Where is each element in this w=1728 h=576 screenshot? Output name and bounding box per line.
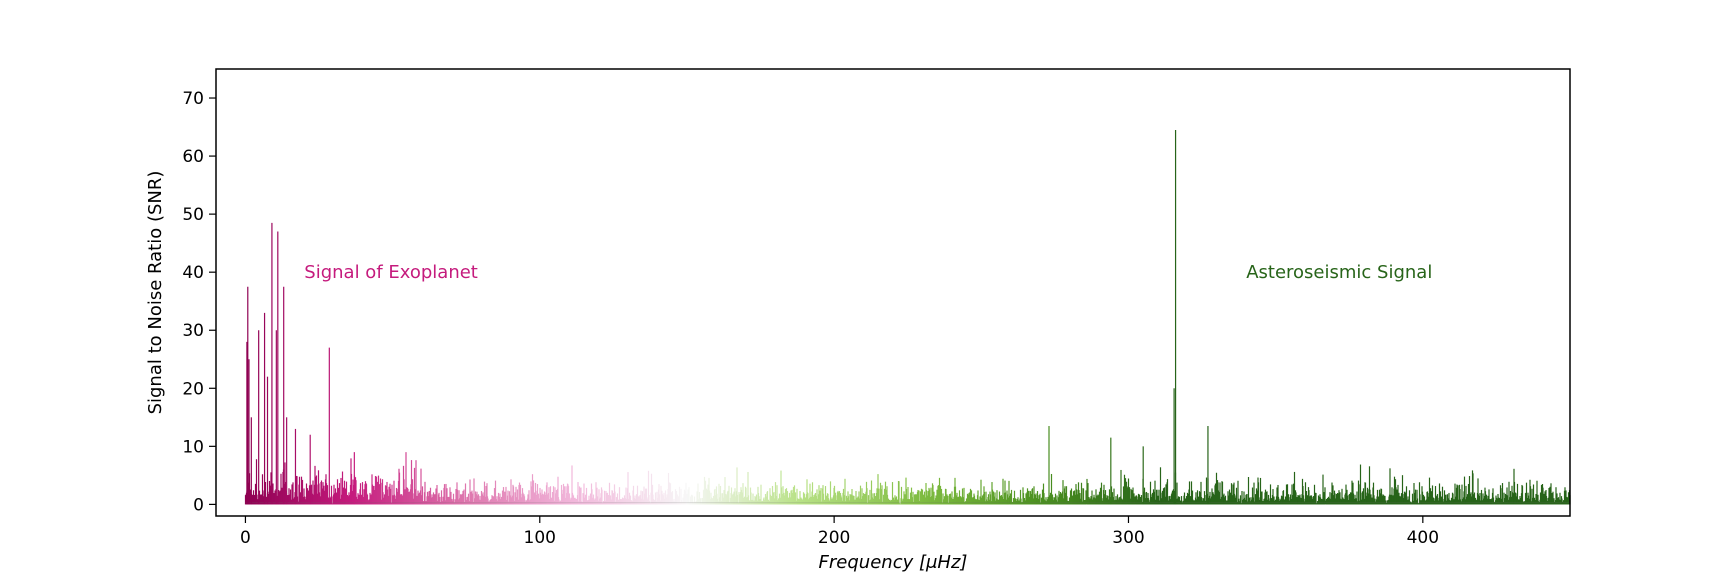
x-tick-label: 100 (524, 528, 556, 548)
x-tick-label: 400 (1407, 528, 1439, 548)
x-tick-label: 200 (818, 528, 850, 548)
y-tick-label: 60 (182, 147, 204, 167)
y-tick-label: 0 (193, 495, 204, 515)
asteroseismic-annotation: Asteroseismic Signal (1246, 262, 1432, 283)
y-axis-label: Signal to Noise Ratio (SNR) (145, 171, 166, 415)
spectrum-lines (244, 129, 1571, 505)
x-tick-label: 0 (240, 528, 251, 548)
y-axis-ticks: 0 10 20 30 40 50 60 70 (182, 89, 216, 515)
y-tick-label: 70 (182, 89, 204, 109)
plot-frame (215, 68, 1571, 517)
x-axis-label: Frequency [μHz] (819, 552, 968, 573)
x-axis-ticks: 0 100 200 300 400 (240, 516, 1439, 548)
y-tick-label: 20 (182, 379, 204, 399)
y-tick-label: 10 (182, 437, 204, 457)
exoplanet-annotation: Signal of Exoplanet (304, 262, 478, 283)
y-tick-label: 40 (182, 263, 204, 283)
y-tick-label: 30 (182, 321, 204, 341)
x-tick-label: 300 (1112, 528, 1144, 548)
y-tick-label: 50 (182, 205, 204, 225)
